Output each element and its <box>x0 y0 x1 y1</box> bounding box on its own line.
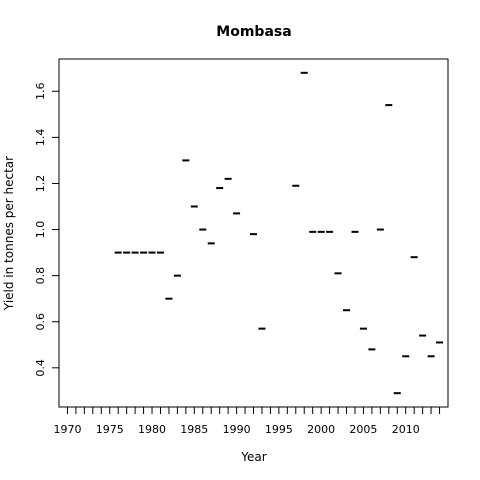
x-tick-label: 1995 <box>265 423 293 436</box>
y-tick-label: 1.6 <box>34 83 47 101</box>
y-tick-label: 1.4 <box>34 129 47 147</box>
y-axis: 0.4 0.6 0.8 1.0 1.2 1.4 1.6 <box>34 83 60 377</box>
x-tick-label: 1975 <box>96 423 124 436</box>
x-axis: 1970 1975 1980 1985 1990 1995 2000 2005 2010 <box>53 406 441 436</box>
x-tick-label: 2000 <box>307 423 335 436</box>
y-tick-label: 0.4 <box>34 359 47 377</box>
x-tick-label: 1980 <box>138 423 166 436</box>
y-tick-label: 1.0 <box>34 221 47 239</box>
x-tick-label: 2010 <box>392 423 420 436</box>
x-tick-label: 1970 <box>53 423 81 436</box>
y-tick-label: 1.2 <box>34 175 47 193</box>
plot-frame <box>58 58 449 408</box>
chart-title: Mombasa <box>216 24 291 40</box>
y-axis-label: Yield in tonnes per hectar <box>2 156 16 311</box>
x-tick-label: 1990 <box>223 423 251 436</box>
x-axis-label: Year <box>240 450 266 464</box>
y-tick-label: 0.8 <box>34 267 47 285</box>
data-points <box>114 71 444 395</box>
x-tick-label: 2005 <box>349 423 377 436</box>
y-tick-label: 0.6 <box>34 313 47 331</box>
x-tick-label: 1985 <box>180 423 208 436</box>
